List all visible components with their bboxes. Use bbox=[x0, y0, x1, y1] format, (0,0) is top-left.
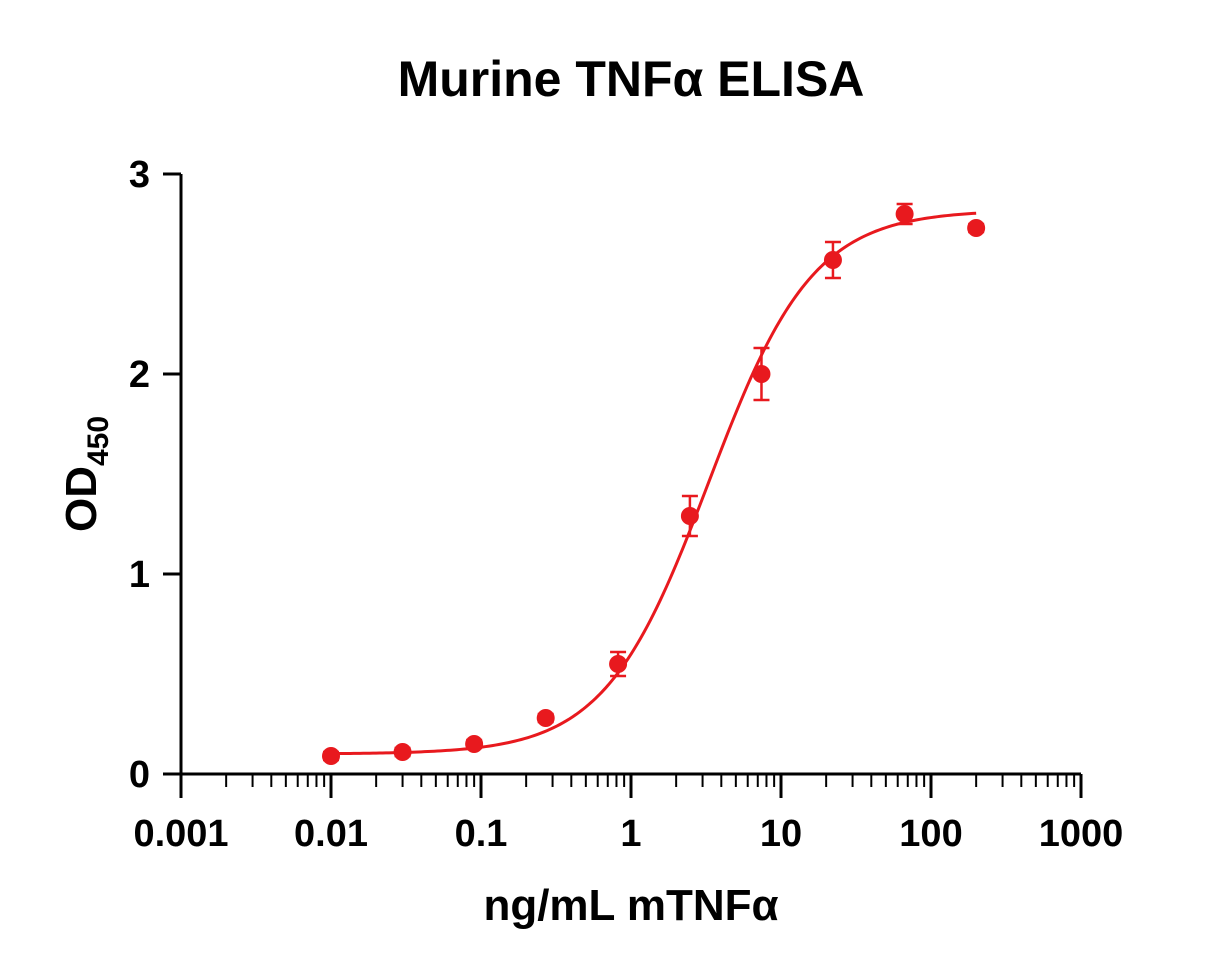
y-axis-label-main: OD bbox=[57, 466, 106, 532]
data-point bbox=[752, 365, 771, 383]
data-point bbox=[609, 655, 628, 673]
data-point bbox=[680, 507, 699, 525]
data-point bbox=[536, 709, 555, 727]
y-axis-label: OD450 bbox=[57, 416, 115, 532]
x-tick-label: 0.01 bbox=[294, 813, 368, 855]
data-point bbox=[465, 735, 484, 753]
data-point bbox=[967, 219, 986, 237]
x-axis-label: ng/mL mTNFα bbox=[483, 881, 778, 930]
x-tick-label: 100 bbox=[899, 813, 962, 855]
data-point bbox=[322, 747, 340, 765]
data-points bbox=[322, 205, 986, 765]
y-ticks: 0 1 2 3 bbox=[129, 154, 181, 796]
fit-curve bbox=[330, 211, 977, 756]
data-point bbox=[895, 205, 914, 223]
error-bars bbox=[323, 202, 985, 762]
y-tick-label: 1 bbox=[129, 554, 150, 596]
y-axis-label-subscript: 450 bbox=[82, 416, 115, 466]
y-tick-label: 3 bbox=[129, 154, 150, 196]
svg-text:OD450: OD450 bbox=[57, 416, 115, 532]
x-tick-label: 1000 bbox=[1039, 813, 1124, 855]
x-tick-label: 0.1 bbox=[455, 813, 508, 855]
x-ticks: 0.001 0.01 0.1 1 10 100 1000 bbox=[133, 774, 1123, 855]
data-point bbox=[393, 743, 412, 761]
x-tick-label: 0.001 bbox=[133, 813, 228, 855]
data-point bbox=[823, 251, 842, 269]
x-tick-label: 10 bbox=[760, 813, 802, 855]
chart-title: Murine TNFα ELISA bbox=[398, 51, 865, 107]
y-tick-label: 0 bbox=[129, 754, 150, 796]
y-tick-label: 2 bbox=[129, 354, 150, 396]
x-tick-label: 1 bbox=[620, 813, 641, 855]
axes: 0 1 2 3 0.001 0.01 0.1 1 10 100 1000 bbox=[129, 154, 1123, 855]
